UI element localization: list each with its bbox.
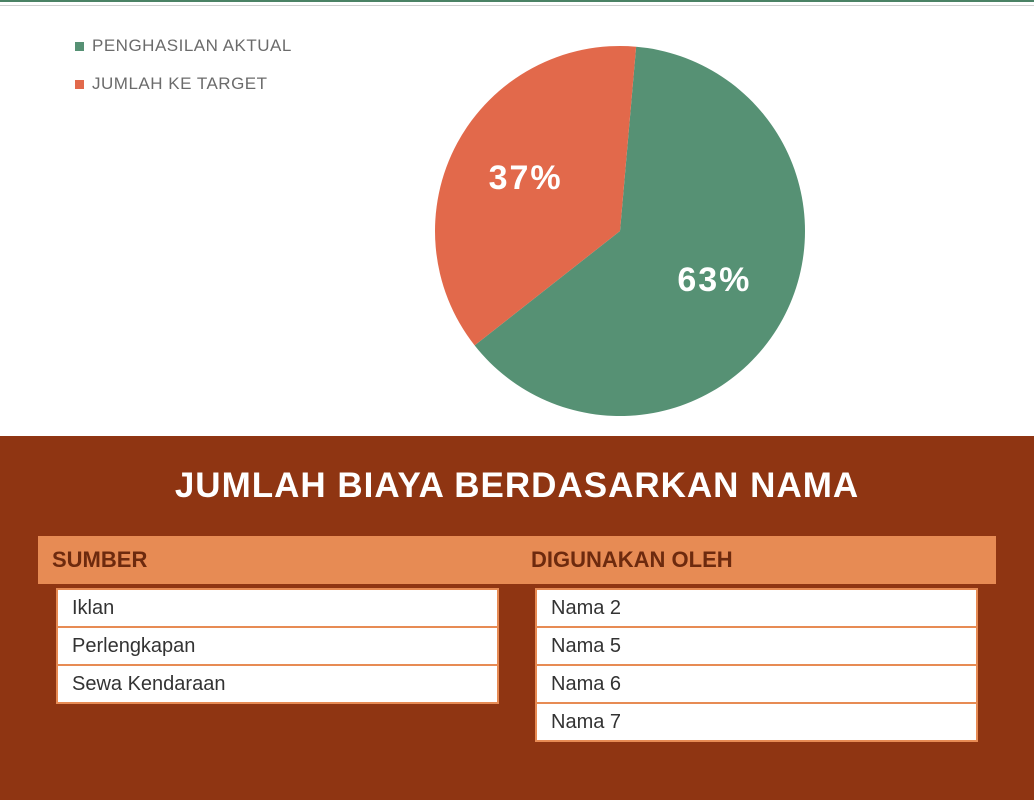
legend-item: PENGHASILAN AKTUAL — [75, 36, 292, 56]
pie-data-label: 63% — [677, 261, 751, 299]
legend-label: PENGHASILAN AKTUAL — [92, 36, 292, 56]
legend-marker-icon — [75, 42, 84, 51]
table-column: Nama 2Nama 5Nama 6Nama 7 — [535, 584, 978, 742]
table-column: IklanPerlengkapanSewa Kendaraan — [56, 584, 499, 742]
table-cell: Nama 7 — [535, 702, 978, 742]
table-header-row: SUMBER DIGUNAKAN OLEH — [38, 536, 996, 584]
expense-table-section: JUMLAH BIAYA BERDASARKAN NAMA SUMBER DIG… — [0, 436, 1034, 800]
legend-label: JUMLAH KE TARGET — [92, 74, 268, 94]
column-header: SUMBER — [38, 536, 517, 584]
chart-legend: PENGHASILAN AKTUAL JUMLAH KE TARGET — [75, 36, 292, 112]
pie-data-label: 37% — [489, 159, 563, 197]
legend-marker-icon — [75, 80, 84, 89]
column-header: DIGUNAKAN OLEH — [517, 536, 996, 584]
table-cell: Perlengkapan — [56, 626, 499, 666]
table-cell: Nama 2 — [535, 588, 978, 628]
pie-svg: 63% 37% — [420, 31, 820, 431]
table-body: IklanPerlengkapanSewa Kendaraan Nama 2Na… — [38, 584, 996, 742]
pie-chart: 63% 37% — [420, 31, 820, 431]
legend-item: JUMLAH KE TARGET — [75, 74, 292, 94]
table-cell: Nama 5 — [535, 626, 978, 666]
pie-chart-section: PENGHASILAN AKTUAL JUMLAH KE TARGET 63% 3… — [0, 6, 1034, 436]
section-title: JUMLAH BIAYA BERDASARKAN NAMA — [38, 466, 996, 506]
table-cell: Nama 6 — [535, 664, 978, 704]
table-cell: Sewa Kendaraan — [56, 664, 499, 704]
table-cell: Iklan — [56, 588, 499, 628]
